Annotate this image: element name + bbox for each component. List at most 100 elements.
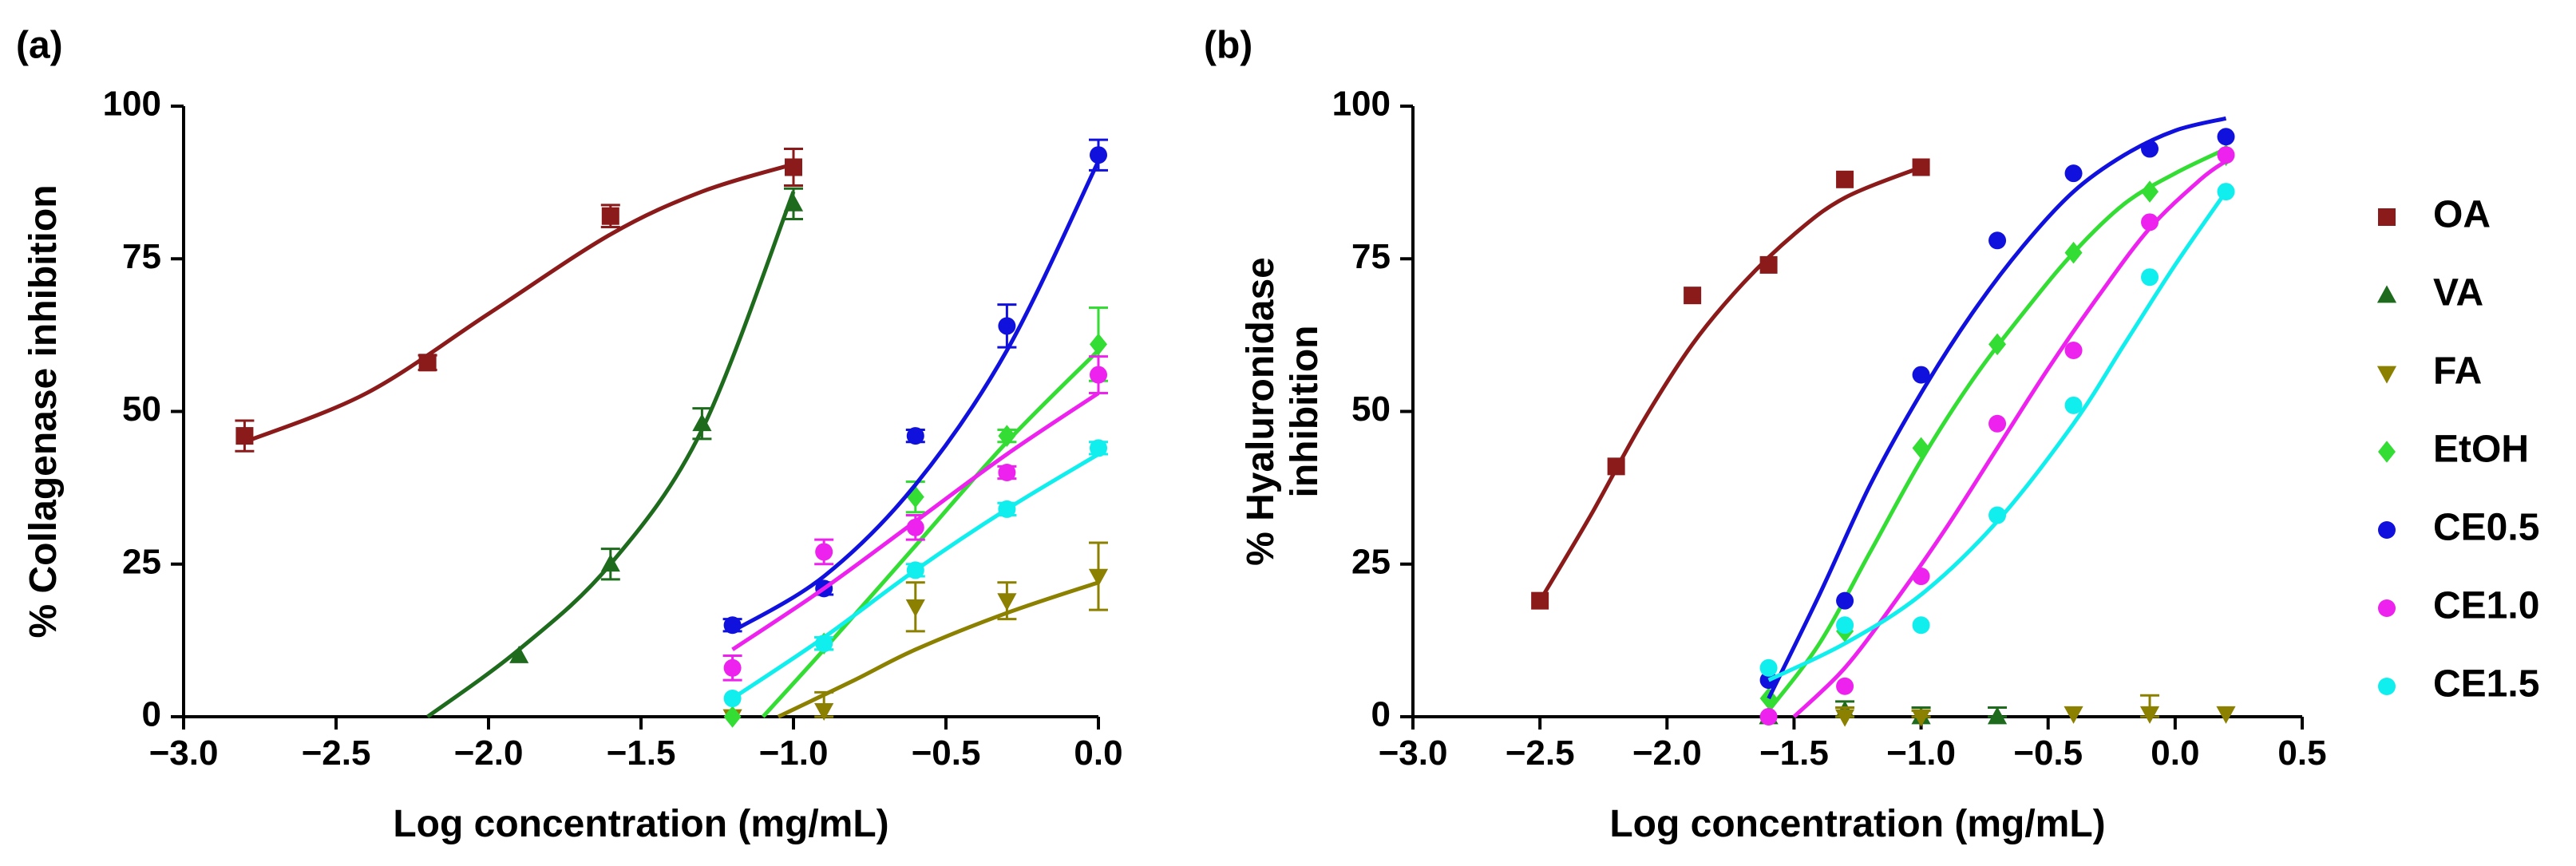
data-point [723, 658, 742, 677]
legend: OA VA FA EtOH CE0.5 CE1.0 CE1.5 [2376, 194, 2539, 706]
data-point [1988, 414, 2007, 433]
x-tick-label: −1.5 [1759, 734, 1829, 773]
fit-curve [426, 191, 796, 719]
data-point [1759, 708, 1778, 726]
data-point [1836, 170, 1854, 188]
series-oa [1531, 158, 1930, 610]
legend-label: EtOH [2433, 429, 2529, 471]
x-tick-label: −2.0 [1632, 734, 1702, 773]
data-point [2141, 213, 2159, 231]
series-ce1-5 [1759, 183, 2235, 682]
fit-curve [1792, 159, 2227, 718]
data-point [905, 599, 925, 617]
data-point [2141, 268, 2159, 287]
data-point [2141, 180, 2159, 203]
legend-label: CE1.5 [2433, 663, 2539, 706]
legend-label: FA [2433, 350, 2482, 393]
data-point [1759, 255, 1778, 274]
legend-marker [2376, 285, 2397, 303]
data-point [235, 427, 254, 445]
data-point [2217, 183, 2235, 201]
data-point [723, 690, 742, 708]
legend-marker [2378, 441, 2396, 463]
data-point [1834, 709, 1855, 727]
legend-label: CE1.0 [2433, 585, 2539, 627]
series-ce1-0 [1759, 146, 2235, 726]
data-point [998, 317, 1016, 335]
series-va [426, 187, 804, 719]
data-point [509, 645, 529, 663]
legend-label: VA [2433, 272, 2483, 314]
data-point [1090, 333, 1107, 356]
y-tick-label: 50 [122, 390, 161, 429]
legend-marker [2378, 599, 2396, 617]
y-axis-title-line: % Hyaluronidase [1240, 257, 1282, 566]
data-point [1531, 591, 1549, 610]
chart-panel-a: (a) 0 25 50 75 100 −3.0 −2.5 −2.0 −1.5 −1.0 −0.5 0.0… [16, 25, 1123, 845]
y-tick-label: 50 [1351, 390, 1391, 429]
data-point [785, 158, 802, 176]
chart-panel-b: (b) 0 25 50 75 100 −3.0 −2.5 −2.0 −1.5 −1.0 −0.5 0.0… [1204, 25, 2327, 845]
data-point [998, 500, 1016, 518]
fit-curve [1767, 190, 2228, 682]
x-axis-title: Log concentration (mg/mL) [1609, 803, 2105, 845]
data-point [814, 703, 834, 721]
x-tick-label: −1.5 [607, 734, 676, 773]
fit-curve [1767, 116, 2227, 700]
data-point [1912, 437, 1930, 460]
x-tick-label: −0.5 [912, 734, 981, 773]
legend-marker [2378, 521, 2396, 539]
data-point [1684, 287, 1702, 305]
data-point [1988, 506, 2007, 524]
data-point [601, 207, 619, 225]
data-point [1836, 677, 1854, 695]
data-point [2064, 396, 2083, 414]
panel-label: (b) [1204, 25, 1252, 67]
fit-curve [731, 160, 1101, 634]
series-ce1-0 [722, 355, 1108, 682]
fit-curve [1537, 165, 1922, 602]
data-point [2139, 706, 2160, 724]
data-point [998, 464, 1016, 481]
data-point [1088, 568, 1109, 587]
legend-marker [2378, 208, 2396, 226]
data-point [2064, 342, 2083, 359]
data-point [692, 413, 712, 432]
data-point [906, 561, 924, 579]
data-point [1607, 457, 1625, 476]
data-point [998, 425, 1016, 447]
data-point [1988, 333, 2007, 356]
data-point [418, 354, 437, 372]
series-ce0-5 [722, 138, 1108, 635]
data-point [2217, 146, 2235, 164]
data-point [1988, 231, 2007, 250]
y-tick-label: 75 [122, 237, 161, 276]
data-point [997, 593, 1017, 611]
legend-marker [2378, 678, 2396, 695]
x-tick-label: 0.0 [2151, 734, 2199, 773]
data-point [1912, 616, 1930, 635]
data-point [815, 635, 833, 653]
data-point [2141, 140, 2159, 158]
data-point [1836, 616, 1854, 635]
y-tick-label: 0 [1371, 695, 1391, 734]
legend-label: OA [2433, 194, 2491, 236]
x-tick-label: −2.5 [302, 734, 371, 773]
panel-label: (a) [16, 25, 63, 67]
data-point [2217, 128, 2235, 146]
x-tick-label: −2.0 [454, 734, 524, 773]
y-tick-label: 100 [103, 85, 161, 124]
data-point [600, 554, 620, 572]
data-point [1090, 146, 1107, 164]
series-ce1-5 [723, 439, 1108, 708]
data-point [2064, 241, 2083, 264]
y-tick-label: 75 [1351, 237, 1391, 276]
x-tick-label: −3.0 [1379, 734, 1448, 773]
data-point [2064, 706, 2083, 724]
data-point [1090, 439, 1107, 457]
data-point [723, 706, 742, 728]
data-point [815, 543, 833, 561]
x-tick-label: −2.5 [1506, 734, 1575, 773]
